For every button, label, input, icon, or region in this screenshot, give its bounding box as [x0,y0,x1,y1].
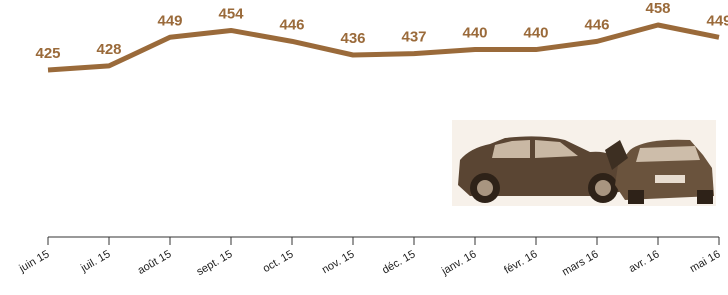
value-label: 428 [96,41,121,58]
page: {"chart_data": {"type": "line", "categor… [0,0,728,295]
car-crash-illustration [452,120,716,206]
x-tick-label: sept. 15 [195,248,235,278]
value-label: 454 [218,5,244,22]
x-tick-label: mai 16 [688,248,723,275]
value-label: 458 [645,0,670,17]
value-label: 449 [157,12,182,29]
value-label: 436 [340,30,365,47]
value-label: 437 [401,29,426,46]
x-tick-label: juil. 15 [78,248,112,275]
value-label: 446 [584,16,609,33]
value-label: 440 [462,25,487,42]
value-label: 446 [279,16,304,33]
x-tick-label: déc. 15 [380,248,417,276]
line [48,25,719,70]
value-label: 425 [35,45,60,62]
value-label: 449 [706,12,728,29]
x-tick-label: mars 16 [560,248,600,278]
x-tick-label: janv. 16 [439,248,479,278]
x-tick-label: nov. 15 [320,248,357,276]
value-label: 440 [523,25,548,42]
x-tick-label: juin 15 [17,248,52,275]
x-tick-label: août 15 [136,248,174,277]
x-tick-label: févr. 16 [502,248,539,276]
chart: juin 15 juil. 15 août 15 sept. 15 oct. 15 nov… [0,0,728,295]
x-tick-label: oct. 15 [261,248,296,275]
x-tick-label: avr. 16 [627,248,662,275]
